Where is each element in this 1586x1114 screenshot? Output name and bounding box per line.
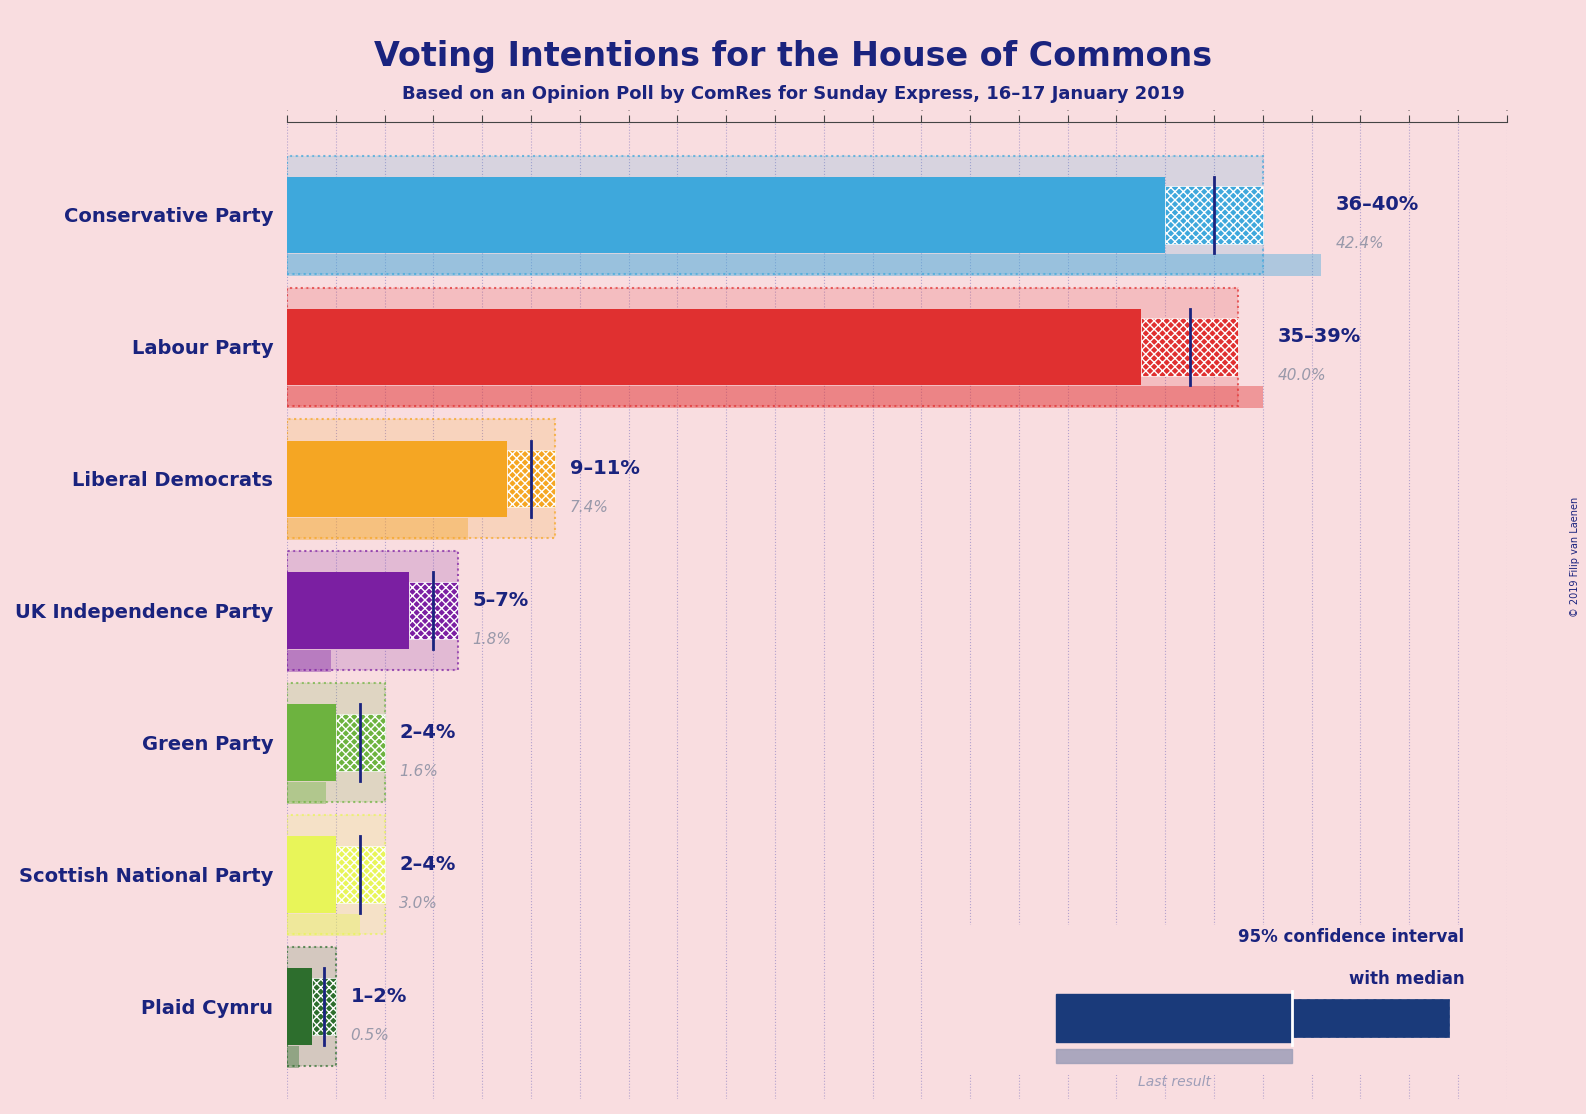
- Text: 9–11%: 9–11%: [569, 459, 639, 478]
- Bar: [409, 582, 458, 639]
- Bar: [1056, 994, 1291, 1042]
- Text: 1.6%: 1.6%: [400, 764, 438, 779]
- FancyBboxPatch shape: [287, 947, 336, 1066]
- Bar: [287, 651, 331, 672]
- Bar: [287, 440, 506, 517]
- Bar: [287, 1046, 300, 1067]
- FancyBboxPatch shape: [287, 156, 1262, 274]
- Bar: [311, 978, 336, 1035]
- Text: © 2019 Filip van Laenen: © 2019 Filip van Laenen: [1570, 497, 1580, 617]
- Bar: [287, 837, 336, 913]
- Bar: [287, 968, 311, 1045]
- Bar: [287, 704, 336, 781]
- Text: 1–2%: 1–2%: [351, 987, 408, 1006]
- Bar: [287, 518, 468, 540]
- Bar: [1291, 998, 1448, 1037]
- Bar: [336, 846, 385, 903]
- FancyBboxPatch shape: [287, 815, 385, 934]
- Text: 42.4%: 42.4%: [1335, 236, 1385, 252]
- Text: 2–4%: 2–4%: [400, 854, 455, 873]
- Text: 1.8%: 1.8%: [473, 633, 511, 647]
- Bar: [336, 714, 385, 771]
- Bar: [287, 177, 1166, 253]
- Text: Voting Intentions for the House of Commons: Voting Intentions for the House of Commo…: [374, 40, 1212, 74]
- Text: 5–7%: 5–7%: [473, 590, 528, 609]
- Text: Based on an Opinion Poll by ComRes for Sunday Express, 16–17 January 2019: Based on an Opinion Poll by ComRes for S…: [401, 85, 1185, 102]
- Bar: [1166, 186, 1262, 244]
- Text: with median: with median: [1348, 969, 1464, 988]
- Text: 3.0%: 3.0%: [400, 896, 438, 911]
- Bar: [287, 782, 327, 803]
- Bar: [1056, 1049, 1291, 1063]
- Bar: [287, 254, 1321, 276]
- Bar: [1140, 319, 1239, 375]
- Bar: [287, 573, 409, 649]
- Text: 0.5%: 0.5%: [351, 1028, 390, 1043]
- Text: 35–39%: 35–39%: [1277, 326, 1361, 345]
- Text: 2–4%: 2–4%: [400, 723, 455, 742]
- Text: Last result: Last result: [1137, 1075, 1210, 1089]
- Text: 36–40%: 36–40%: [1335, 195, 1419, 214]
- Text: 7.4%: 7.4%: [569, 500, 609, 516]
- Bar: [287, 915, 360, 936]
- Text: 95% confidence interval: 95% confidence interval: [1239, 928, 1464, 946]
- FancyBboxPatch shape: [287, 420, 555, 538]
- Bar: [287, 309, 1140, 385]
- Bar: [287, 387, 1262, 408]
- Text: 40.0%: 40.0%: [1277, 369, 1326, 383]
- FancyBboxPatch shape: [287, 551, 458, 670]
- Bar: [506, 450, 555, 508]
- FancyBboxPatch shape: [287, 683, 385, 802]
- FancyBboxPatch shape: [287, 287, 1239, 407]
